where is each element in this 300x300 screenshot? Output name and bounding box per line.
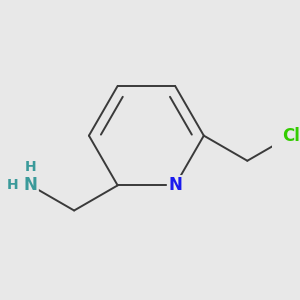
Text: Cl: Cl bbox=[282, 127, 300, 145]
Text: H: H bbox=[25, 160, 36, 174]
Text: N: N bbox=[168, 176, 182, 194]
Text: N: N bbox=[24, 176, 38, 194]
Text: H: H bbox=[7, 178, 19, 192]
